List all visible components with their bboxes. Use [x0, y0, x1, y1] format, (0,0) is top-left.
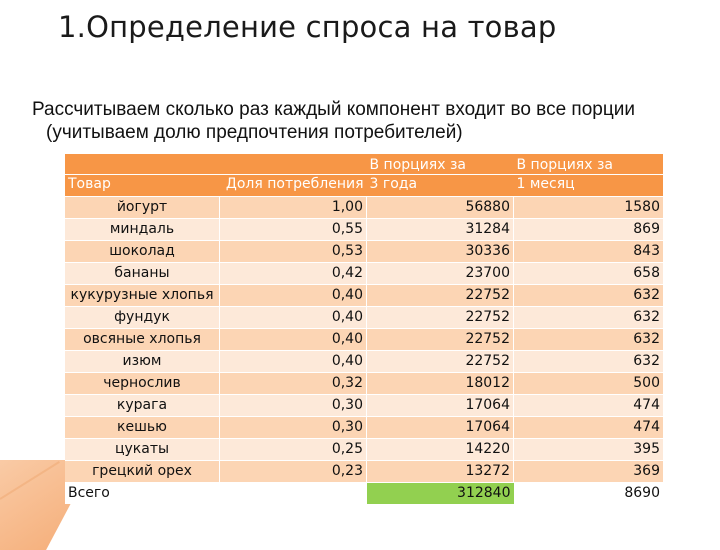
- share-cell: 0,42: [219, 262, 367, 285]
- table-row: фундук 0,40 22752 632: [65, 306, 663, 329]
- total-row: Всего 312840 8690: [65, 482, 663, 504]
- bullet-paragraph: Рассчитываем сколько раз каждый компонен…: [32, 99, 635, 143]
- table-body: йогурт 1,00 56880 1580 миндаль 0,55 31284 869 шо…: [65, 196, 663, 504]
- portions-3y-cell: 17064: [366, 394, 514, 417]
- share-cell: 0,40: [219, 284, 367, 307]
- portions-3y-cell: 23700: [366, 262, 514, 285]
- header-product: Товар: [65, 174, 220, 197]
- demand-table: В порциях за В порциях за Товар Доля пот…: [65, 153, 663, 504]
- header-empty: [219, 153, 367, 175]
- total-portions-1m-cell: 8690: [513, 482, 663, 504]
- share-cell: 0,32: [219, 372, 367, 395]
- portions-1m-cell: 474: [513, 416, 663, 439]
- product-name-cell: овсяные хлопья: [65, 328, 220, 351]
- portions-1m-cell: 658: [513, 262, 663, 285]
- product-name-cell: цукаты: [65, 438, 220, 461]
- share-cell: 0,30: [219, 416, 367, 439]
- table-row: шоколад 0,53 30336 843: [65, 240, 663, 263]
- header-portions-1m-line1: В порциях за: [513, 153, 663, 175]
- portions-3y-cell: 22752: [366, 284, 514, 307]
- portions-1m-cell: 395: [513, 438, 663, 461]
- total-label-cell: Всего: [65, 482, 220, 504]
- table-row: грецкий орех 0,23 13272 369: [65, 460, 663, 483]
- product-name-cell: йогурт: [65, 196, 220, 219]
- portions-3y-cell: 17064: [366, 416, 514, 439]
- share-cell: 0,40: [219, 306, 367, 329]
- table-row: овсяные хлопья 0,40 22752 632: [65, 328, 663, 351]
- product-name-cell: фундук: [65, 306, 220, 329]
- portions-3y-cell: 22752: [366, 306, 514, 329]
- table-row: йогурт 1,00 56880 1580: [65, 196, 663, 219]
- product-name-cell: кешью: [65, 416, 220, 439]
- product-name-cell: изюм: [65, 350, 220, 373]
- share-cell: 1,00: [219, 196, 367, 219]
- product-name-cell: грецкий орех: [65, 460, 220, 483]
- table-row: миндаль 0,55 31284 869: [65, 218, 663, 241]
- portions-1m-cell: 632: [513, 350, 663, 373]
- portions-3y-cell: 56880: [366, 196, 514, 219]
- share-cell: 0,40: [219, 350, 367, 373]
- slide-title: 1.Определение спроса на товар: [58, 10, 557, 44]
- total-share-cell: [219, 482, 367, 504]
- share-cell: 0,53: [219, 240, 367, 263]
- portions-1m-cell: 869: [513, 218, 663, 241]
- header-empty: [65, 153, 220, 175]
- header-portions-1m-line2: 1 месяц: [513, 174, 663, 197]
- portions-3y-cell: 13272: [366, 460, 514, 483]
- header-share: Доля потребления: [219, 174, 367, 197]
- product-name-cell: чернослив: [65, 372, 220, 395]
- portions-3y-cell: 30336: [366, 240, 514, 263]
- table-row: курага 0,30 17064 474: [65, 394, 663, 417]
- product-name-cell: курага: [65, 394, 220, 417]
- portions-1m-cell: 474: [513, 394, 663, 417]
- product-name-cell: миндаль: [65, 218, 220, 241]
- portions-3y-cell: 31284: [366, 218, 514, 241]
- table-header: В порциях за В порциях за Товар Доля пот…: [65, 153, 663, 197]
- portions-1m-cell: 632: [513, 284, 663, 307]
- portions-3y-cell: 22752: [366, 350, 514, 373]
- portions-1m-cell: 369: [513, 460, 663, 483]
- header-portions-3y-line1: В порциях за: [366, 153, 514, 175]
- portions-1m-cell: 632: [513, 306, 663, 329]
- total-portions-3y-cell: 312840: [366, 482, 514, 504]
- table-row: кешью 0,30 17064 474: [65, 416, 663, 439]
- product-name-cell: шоколад: [65, 240, 220, 263]
- product-name-cell: бананы: [65, 262, 220, 285]
- portions-3y-cell: 14220: [366, 438, 514, 461]
- header-portions-3y-line2: 3 года: [366, 174, 514, 197]
- table-row: изюм 0,40 22752 632: [65, 350, 663, 373]
- share-cell: 0,25: [219, 438, 367, 461]
- table-row: бананы 0,42 23700 658: [65, 262, 663, 285]
- portions-1m-cell: 843: [513, 240, 663, 263]
- share-cell: 0,23: [219, 460, 367, 483]
- product-name-cell: кукурузные хлопья: [65, 284, 220, 307]
- share-cell: 0,30: [219, 394, 367, 417]
- share-cell: 0,55: [219, 218, 367, 241]
- portions-1m-cell: 500: [513, 372, 663, 395]
- portions-1m-cell: 1580: [513, 196, 663, 219]
- share-cell: 0,40: [219, 328, 367, 351]
- table-row: цукаты 0,25 14220 395: [65, 438, 663, 461]
- portions-1m-cell: 632: [513, 328, 663, 351]
- portions-3y-cell: 22752: [366, 328, 514, 351]
- table-row: кукурузные хлопья 0,40 22752 632: [65, 284, 663, 307]
- table-row: чернослив 0,32 18012 500: [65, 372, 663, 395]
- portions-3y-cell: 18012: [366, 372, 514, 395]
